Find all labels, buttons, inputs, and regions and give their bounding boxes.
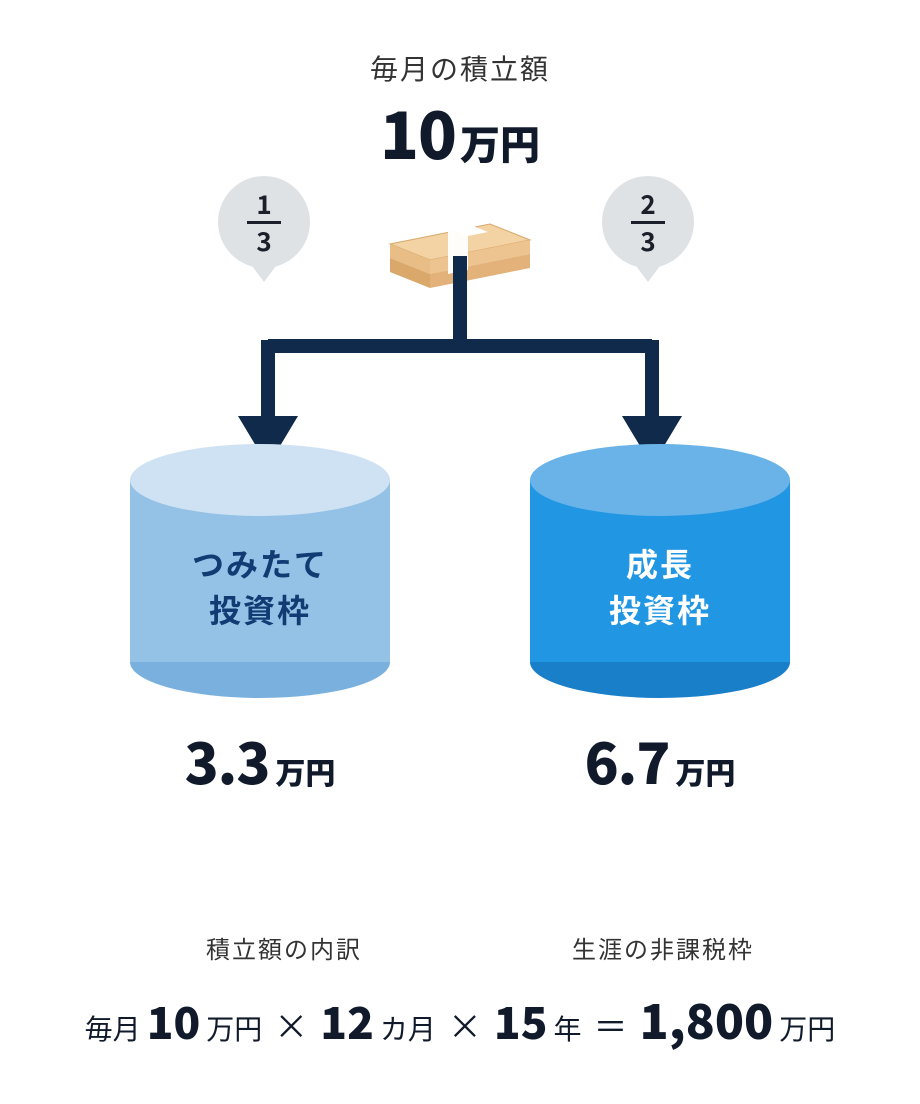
monthly-amount-num: 10 [380, 86, 456, 178]
formula-v1-num: 10 [147, 988, 201, 1052]
bucket-tsumitate-amount-unit: 万円 [275, 749, 335, 793]
formula-sublabels: 積立額の内訳 生涯の非課税枠 [0, 930, 920, 965]
bucket-growth-amount-unit: 万円 [675, 749, 735, 793]
formula-prefix: 毎月 [85, 1008, 141, 1048]
bucket-tsumitate-amount-num: 3.3 [185, 720, 270, 801]
formula-v2-unit: カ月 [380, 1008, 436, 1048]
bucket-growth: 成長 投資枠 6.7万円 [520, 440, 800, 801]
formula-v1-unit: 万円 [206, 1008, 262, 1048]
fraction-bubble-right: 2 3 [602, 176, 694, 268]
fraction-bubble-left: 1 3 [218, 176, 310, 268]
bucket-growth-amount: 6.7万円 [520, 720, 800, 801]
formula-v2-num: 12 [320, 988, 374, 1052]
formula-v3-unit: 年 [554, 1008, 582, 1048]
bucket-tsumitate: つみたて 投資枠 3.3万円 [120, 440, 400, 801]
formula-result-num: 1,800 [640, 983, 774, 1053]
monthly-label: 毎月の積立額 [0, 48, 920, 88]
bucket-tsumitate-label-l2: 投資枠 [209, 586, 311, 632]
formula-op2: × [448, 1000, 482, 1049]
formula-sublabel-left: 積立額の内訳 [206, 930, 362, 965]
monthly-amount: 10万円 [0, 86, 920, 178]
bucket-tsumitate-label-l1: つみたて [192, 540, 328, 586]
formula-expression: 毎月 10 万円 × 12 カ月 × 15 年 ＝ 1,800 万円 [0, 983, 920, 1053]
formula-v3-num: 15 [494, 988, 548, 1052]
monthly-amount-unit: 万円 [460, 113, 540, 171]
fraction-right-numerator: 2 [640, 191, 655, 217]
formula-eq: ＝ [594, 1000, 628, 1049]
formula-op1: × [274, 1000, 308, 1049]
fraction-left-numerator: 1 [256, 191, 271, 217]
bucket-growth-label-l1: 成長 [626, 540, 694, 586]
bucket-tsumitate-amount: 3.3万円 [120, 720, 400, 801]
bucket-growth-label: 成長 投資枠 [520, 540, 800, 633]
fraction-left-denominator: 3 [256, 228, 271, 254]
formula-result-unit: 万円 [779, 1008, 835, 1048]
bucket-tsumitate-label: つみたて 投資枠 [120, 540, 400, 633]
fraction-right-denominator: 3 [640, 228, 655, 254]
formula-sublabel-right: 生涯の非課税枠 [572, 930, 754, 965]
formula-section: 積立額の内訳 生涯の非課税枠 毎月 10 万円 × 12 カ月 × 15 年 ＝… [0, 930, 920, 1053]
bucket-growth-amount-num: 6.7 [585, 720, 670, 801]
bucket-growth-label-l2: 投資枠 [609, 586, 711, 632]
diagram-root: 毎月の積立額 10万円 1 3 2 3 [0, 0, 920, 1104]
